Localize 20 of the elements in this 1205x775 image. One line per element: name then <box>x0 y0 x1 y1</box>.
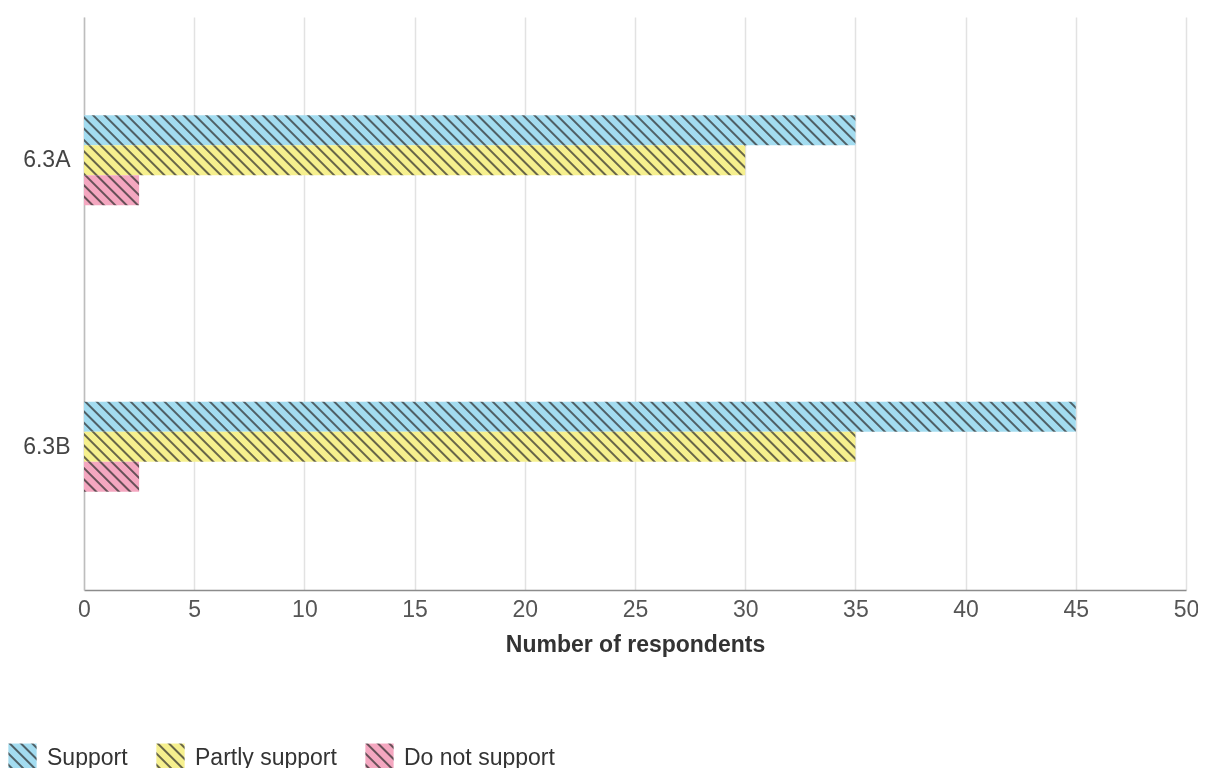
bar <box>84 115 856 146</box>
x-tick-label: 0 <box>78 595 91 622</box>
x-tick-label: 50 <box>1173 595 1200 622</box>
x-tick-label: 30 <box>732 595 759 622</box>
x-tick-label: 25 <box>622 595 649 622</box>
bar <box>84 401 1076 432</box>
x-tick-label: 20 <box>512 595 539 622</box>
y-tick-label: 6.3B <box>23 432 71 459</box>
x-tick-label: 35 <box>843 595 869 622</box>
bar <box>84 431 856 462</box>
bar <box>84 145 746 176</box>
x-tick-label: 10 <box>292 595 318 622</box>
x-tick-label: 5 <box>188 595 202 622</box>
x-axis-title: Number of respondents <box>505 630 766 657</box>
bar <box>84 175 140 206</box>
y-tick-label: 6.3A <box>23 146 72 173</box>
bar <box>84 461 140 492</box>
x-tick-label: 40 <box>953 595 979 622</box>
x-tick-label: 45 <box>1063 595 1090 622</box>
x-tick-label: 15 <box>402 595 428 622</box>
